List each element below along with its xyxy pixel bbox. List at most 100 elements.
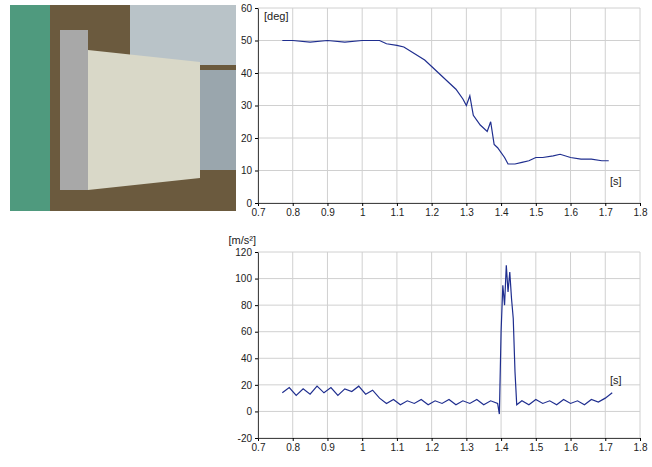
tick-mark: [255, 106, 258, 107]
tick-mark: [640, 203, 641, 206]
tick-label: 1.7: [599, 442, 613, 453]
tick-mark: [397, 203, 398, 206]
tick-mark: [327, 203, 328, 206]
photo-block: [130, 5, 236, 65]
tick-label: 20: [241, 133, 253, 144]
tick-mark: [255, 203, 258, 204]
tick-label: 0.9: [321, 442, 335, 453]
grid-line: [258, 384, 640, 385]
tick-mark: [255, 385, 258, 386]
x-tick: 1.6: [564, 203, 578, 218]
photo-clamp: [200, 70, 236, 170]
tick-mark: [571, 438, 572, 441]
tick-mark: [432, 438, 433, 441]
tick-mark: [466, 203, 467, 206]
y-tick: -20: [238, 433, 258, 444]
grid-line: [431, 252, 432, 438]
x-tick: 1.3: [460, 438, 474, 453]
grid-line: [362, 252, 363, 438]
x-axis-title: [s]: [610, 374, 622, 386]
tick-label: 1.4: [495, 207, 509, 218]
x-tick: 1.1: [390, 203, 404, 218]
tick-label: 1.1: [390, 442, 404, 453]
tick-label: -20: [238, 433, 253, 444]
x-tick: 0.9: [321, 438, 335, 453]
y-tick: 80: [241, 300, 258, 311]
tick-mark: [536, 203, 537, 206]
grid-line: [570, 252, 571, 438]
tick-mark: [397, 438, 398, 441]
axis-line: [259, 203, 641, 204]
tick-mark: [255, 41, 258, 42]
x-tick: 1: [360, 203, 366, 218]
y-axis: 0102030405060: [241, 3, 259, 209]
tick-mark: [293, 203, 294, 206]
grid-line: [258, 252, 640, 253]
tick-mark: [327, 438, 328, 441]
tick-mark: [362, 203, 363, 206]
tick-label: 1.3: [460, 207, 474, 218]
grid-line: [258, 8, 640, 9]
tick-label: 1: [360, 442, 366, 453]
y-tick: 30: [241, 100, 258, 111]
tick-label: 1: [360, 207, 366, 218]
x-tick: 0.7: [252, 438, 266, 453]
tick-label: 0.9: [321, 207, 335, 218]
x-axis: 0.70.80.911.11.21.31.41.51.61.71.8: [252, 438, 648, 453]
x-tick: 1.3: [460, 203, 474, 218]
tick-mark: [536, 438, 537, 441]
y-axis-title: [deg]: [264, 10, 288, 22]
tick-mark: [255, 332, 258, 333]
tick-mark: [255, 411, 258, 412]
tick-label: 1.2: [425, 207, 439, 218]
grid-line: [605, 252, 606, 438]
x-tick: 1.2: [425, 203, 439, 218]
tick-mark: [640, 438, 641, 441]
tick-label: 1.1: [390, 207, 404, 218]
photo-machine: [10, 5, 50, 211]
x-tick: 1.4: [495, 438, 509, 453]
x-axis: 0.70.80.911.11.21.31.41.51.61.71.8: [252, 203, 648, 218]
tick-label: 1.4: [495, 442, 509, 453]
photo-bg: [10, 5, 236, 211]
x-tick: 0.8: [286, 438, 300, 453]
y-tick: 0: [246, 406, 258, 417]
y-tick: 40: [241, 353, 258, 364]
figure: 0.70.80.911.11.21.31.41.51.61.71.8010203…: [0, 0, 652, 467]
tick-label: 1.2: [425, 442, 439, 453]
tick-mark: [571, 203, 572, 206]
tick-mark: [501, 438, 502, 441]
x-tick: 1.1: [390, 438, 404, 453]
grid-line: [466, 252, 467, 438]
tick-mark: [255, 171, 258, 172]
tick-label: 0.8: [286, 442, 300, 453]
grid-line: [258, 278, 640, 279]
grid-line: [258, 411, 640, 412]
x-tick: 0.8: [286, 203, 300, 218]
tick-label: 0: [246, 406, 252, 417]
grid-line: [396, 252, 397, 438]
x-tick: 1.5: [529, 203, 543, 218]
y-tick: 60: [241, 326, 258, 337]
y-tick: 0: [246, 198, 258, 209]
grid-line: [258, 358, 640, 359]
photo: [10, 5, 236, 211]
x-tick: 1.8: [634, 438, 648, 453]
tick-mark: [255, 73, 258, 74]
tick-label: 1.5: [529, 442, 543, 453]
data-line: [282, 265, 612, 414]
axis-line: [258, 9, 259, 204]
y-tick: 20: [241, 380, 258, 391]
x-tick: 1.8: [634, 203, 648, 218]
tick-label: 120: [235, 247, 252, 258]
tick-label: 0.7: [252, 207, 266, 218]
tick-mark: [255, 438, 258, 439]
grid-line: [258, 252, 259, 438]
data-line: [282, 41, 608, 165]
tick-label: 30: [241, 100, 253, 111]
grid-line: [258, 305, 640, 306]
grid-line: [258, 105, 640, 106]
tick-mark: [605, 203, 606, 206]
tick-mark: [466, 438, 467, 441]
tick-mark: [605, 438, 606, 441]
